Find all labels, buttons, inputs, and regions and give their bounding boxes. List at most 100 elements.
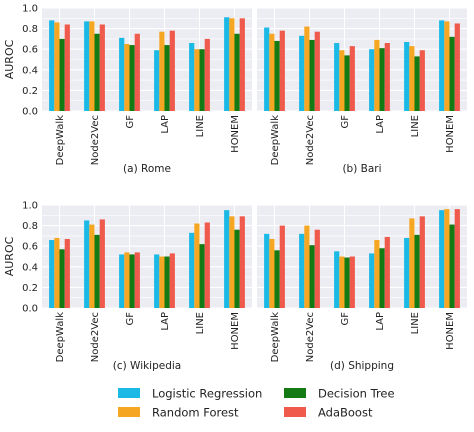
bar	[264, 27, 270, 111]
bar	[204, 38, 210, 111]
x-tick-label: DeepWalk	[270, 312, 281, 363]
bar	[59, 249, 65, 308]
bar	[349, 46, 355, 111]
bar	[94, 33, 100, 111]
x-tick-label: DeepWalk	[55, 312, 66, 363]
bar	[134, 252, 140, 308]
bar	[309, 39, 315, 111]
bar	[334, 251, 340, 308]
bar	[379, 48, 385, 111]
y-tick-label: 0.2	[22, 86, 38, 97]
bar	[89, 21, 95, 111]
bar	[349, 256, 355, 308]
bar	[194, 49, 200, 111]
panel-title: (b) Bari	[342, 163, 381, 175]
bar	[159, 31, 165, 111]
bar	[439, 20, 445, 111]
bar	[64, 24, 70, 112]
chart-panel: 0.0 0.2 0.4 0.6 0.8 1.0 AUROC DeepWalk Node2Vec G…	[3, 4, 252, 175]
x-tick-label: LAP	[160, 115, 171, 134]
bar	[454, 23, 460, 112]
bar	[119, 37, 125, 112]
panel-title: (d) Shipping	[330, 360, 394, 372]
chart-panel: DeepWalk Node2Vec GF LAP LINE HONEM (b) Bari	[257, 7, 467, 175]
bar	[314, 229, 320, 308]
bar	[199, 244, 205, 308]
bar	[154, 50, 160, 111]
bar	[279, 30, 285, 111]
x-tick-label: DeepWalk	[270, 115, 281, 166]
bar	[264, 233, 270, 308]
bar	[164, 256, 170, 308]
bar	[89, 224, 95, 308]
chart-panel: DeepWalk Node2Vec GF LAP LINE HONEM (d) Shippi…	[257, 204, 467, 372]
bar	[269, 33, 275, 111]
bar	[159, 256, 165, 308]
bar	[299, 233, 305, 308]
y-tick-label: 0.6	[22, 45, 38, 56]
bar	[374, 240, 380, 308]
x-tick-label: LINE	[195, 312, 206, 334]
bar	[304, 26, 310, 111]
bar	[49, 240, 55, 308]
bar	[59, 38, 65, 111]
x-tick-label: GF	[125, 312, 136, 326]
bar	[124, 44, 130, 111]
x-tick-label: Node2Vec	[305, 312, 316, 362]
legend-label: Random Forest	[152, 406, 239, 420]
bar	[94, 234, 100, 308]
x-tick-label: LINE	[195, 115, 206, 137]
x-tick-label: GF	[125, 115, 136, 129]
bar	[239, 216, 245, 308]
legend-label: AdaBoost	[318, 406, 373, 420]
bar	[404, 237, 410, 308]
chart-panel: 0.0 0.2 0.4 0.6 0.8 1.0 AUROC DeepWalk Node2Vec G…	[3, 201, 252, 372]
bar	[189, 232, 195, 308]
bar	[204, 222, 210, 308]
x-tick-label: Node2Vec	[90, 115, 101, 165]
legend-item: AdaBoost	[284, 406, 373, 420]
y-tick-label: 0.0	[22, 107, 38, 118]
legend-item: Random Forest	[118, 406, 239, 420]
x-tick-label: LAP	[375, 312, 386, 331]
y-axis-label: AUROC	[3, 39, 16, 79]
bar	[234, 33, 240, 111]
bar	[239, 18, 245, 111]
bar	[129, 254, 135, 308]
bar	[119, 254, 125, 308]
bar	[189, 43, 195, 111]
x-tick-label: HONEM	[230, 115, 241, 153]
bar	[299, 35, 305, 112]
bar	[404, 41, 410, 111]
y-tick-label: 1.0	[22, 4, 38, 15]
y-tick-label: 0.6	[22, 242, 38, 253]
bar	[454, 209, 460, 308]
bar	[229, 216, 235, 308]
bar	[54, 237, 60, 308]
bar	[229, 18, 235, 111]
x-tick-label: GF	[340, 115, 351, 129]
panel-title: (a) Rome	[123, 163, 171, 175]
x-tick-label: HONEM	[445, 312, 456, 350]
bar	[444, 209, 450, 308]
bar	[134, 33, 140, 111]
panel-title: (c) Wikipedia	[113, 360, 182, 372]
legend-swatch	[284, 407, 306, 417]
x-tick-label: DeepWalk	[55, 115, 66, 166]
bar	[274, 40, 280, 111]
bar	[449, 36, 455, 112]
legend-item: Decision Tree	[284, 387, 395, 401]
y-tick-label: 0.8	[22, 24, 38, 35]
y-tick-label: 0.8	[22, 221, 38, 232]
bar	[414, 56, 420, 111]
legend-label: Logistic Regression	[152, 387, 262, 401]
chart-panels: 0.0 0.2 0.4 0.6 0.8 1.0 AUROC DeepWalk Node2Vec G…	[3, 4, 467, 372]
legend-swatch	[284, 388, 306, 398]
bar	[339, 256, 345, 308]
legend-item: Logistic Regression	[118, 387, 262, 401]
x-tick-label: LAP	[160, 312, 171, 331]
bar	[49, 20, 55, 111]
bar	[369, 253, 375, 308]
bar	[409, 218, 415, 308]
